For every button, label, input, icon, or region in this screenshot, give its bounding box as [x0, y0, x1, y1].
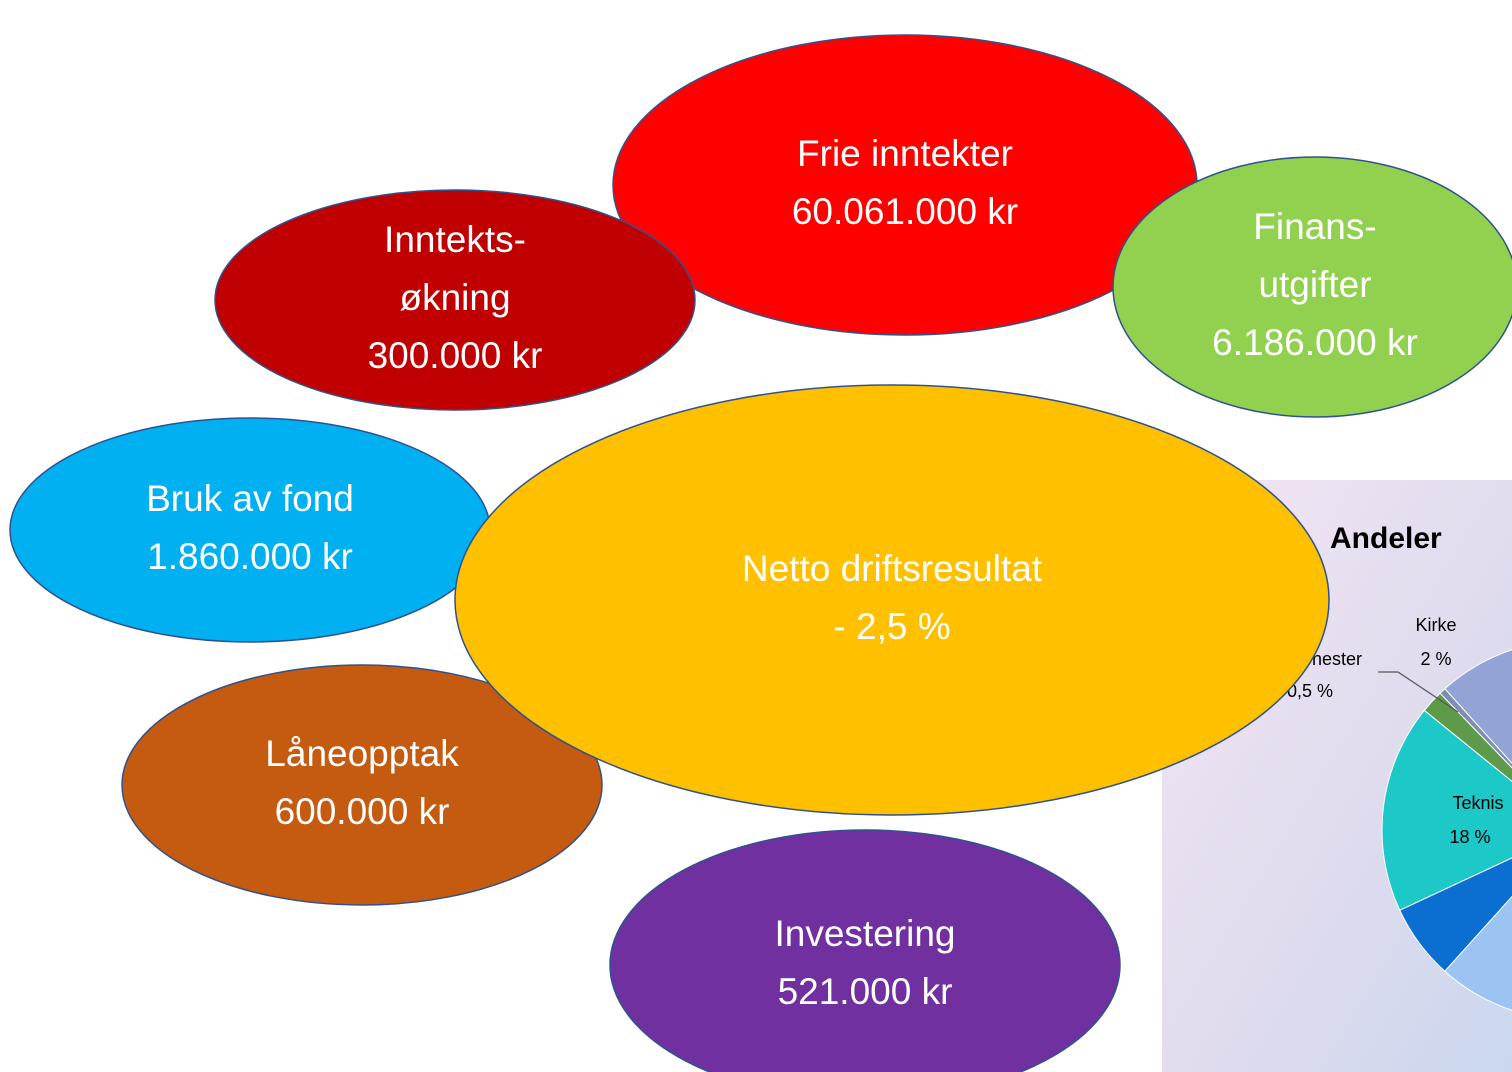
- pie-label: 0,5 %: [1287, 681, 1333, 701]
- pie-wedge: [1444, 649, 1512, 765]
- pie-wedge: [1381, 709, 1512, 911]
- node-label: 1.860.000 kr: [147, 536, 353, 577]
- leader-line: [1378, 671, 1459, 713]
- nodes: Frie inntekter 60.061.000 kr Inntekts-økni…: [9, 34, 1512, 1072]
- node-label: Låneopptak: [265, 733, 459, 774]
- node-shape: [121, 664, 603, 906]
- node-label: 300.000 kr: [368, 335, 543, 376]
- node-label: 6.186.000 kr: [1212, 322, 1418, 363]
- pie-label: Kirke: [1415, 615, 1456, 635]
- node-shape: [612, 34, 1198, 336]
- pie-label: Teknis: [1452, 793, 1503, 813]
- node-label: Investering: [775, 913, 956, 954]
- panel-title: Andeler: [1330, 522, 1442, 555]
- node: Bruk av fond 1.860.000 kr: [9, 417, 491, 643]
- node: Investering 521.000 kr: [609, 829, 1121, 1072]
- pie-label: 18 %: [1449, 827, 1490, 847]
- node-shape: [454, 384, 1330, 816]
- pie-wedge: [1444, 895, 1512, 1011]
- node-label: Netto driftsresultat: [742, 548, 1043, 589]
- node: Frie inntekter 60.061.000 kr: [612, 34, 1198, 336]
- node-shape: [214, 189, 696, 411]
- node: Låneopptak 600.000 kr: [121, 664, 603, 906]
- node-label: Bruk av fond: [146, 478, 354, 519]
- pie-label: 2 %: [1420, 649, 1451, 669]
- node-shape: [1112, 156, 1512, 418]
- node: Finans-utgifter 6.186.000 kr: [1112, 156, 1512, 418]
- node-label: økning: [399, 277, 510, 318]
- node-label: 521.000 kr: [778, 971, 953, 1012]
- pie: [1381, 649, 1512, 1011]
- node: Netto driftsresultat - 2,5 %: [454, 384, 1330, 816]
- node-label: utgifter: [1258, 264, 1371, 305]
- pie-panel: Andeler Kirke 2 % jenester 0,5 % Teknis …: [1162, 480, 1512, 1072]
- node-label: Frie inntekter: [797, 133, 1013, 174]
- node-label: 60.061.000 kr: [792, 191, 1018, 232]
- node-label: Finans-: [1253, 206, 1376, 247]
- node-label: Inntekts-: [384, 219, 526, 260]
- node: Inntekts-økning 300.000 kr: [214, 189, 696, 411]
- node-shape: [609, 829, 1121, 1072]
- node-label: - 2,5 %: [833, 606, 950, 647]
- node-label: 600.000 kr: [275, 791, 450, 832]
- node-shape: [9, 417, 491, 643]
